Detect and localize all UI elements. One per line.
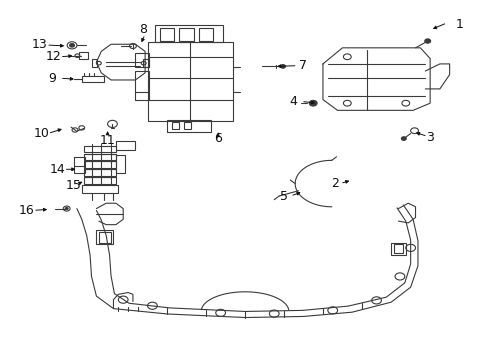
Bar — [92, 59, 98, 67]
Text: 7: 7 — [299, 59, 307, 72]
Text: 10: 10 — [33, 127, 49, 140]
Bar — [74, 157, 85, 173]
Bar — [97, 230, 114, 244]
Bar — [84, 169, 116, 176]
Text: 12: 12 — [46, 50, 62, 63]
Circle shape — [401, 137, 406, 140]
Bar — [199, 28, 213, 41]
Text: 4: 4 — [290, 95, 297, 108]
Text: 6: 6 — [214, 132, 222, 145]
Text: 16: 16 — [19, 204, 35, 217]
Circle shape — [70, 44, 74, 47]
Bar — [179, 28, 194, 41]
Text: 11: 11 — [100, 134, 116, 147]
Bar — [84, 161, 116, 168]
Circle shape — [425, 39, 431, 43]
Bar — [184, 122, 192, 129]
Text: 2: 2 — [331, 177, 339, 190]
Circle shape — [281, 64, 286, 68]
Bar — [391, 243, 406, 255]
Bar — [82, 185, 118, 193]
Bar — [167, 120, 211, 132]
Bar — [147, 42, 233, 121]
Text: 1: 1 — [455, 18, 464, 31]
Text: 5: 5 — [280, 190, 288, 203]
Bar — [135, 71, 149, 100]
Bar — [84, 146, 116, 152]
Bar — [84, 154, 116, 160]
Bar — [155, 25, 223, 42]
Bar — [99, 232, 111, 243]
Text: 8: 8 — [139, 23, 147, 36]
Bar — [79, 52, 88, 59]
Text: 13: 13 — [31, 38, 47, 51]
Bar — [82, 76, 104, 82]
Circle shape — [65, 207, 68, 210]
Text: 15: 15 — [66, 179, 81, 192]
Bar — [143, 59, 148, 67]
Bar — [84, 177, 116, 184]
Bar — [116, 155, 124, 173]
Bar — [135, 53, 149, 67]
Bar — [393, 244, 403, 253]
Text: 9: 9 — [49, 72, 56, 85]
Circle shape — [309, 100, 317, 106]
Text: 3: 3 — [426, 131, 434, 144]
Bar — [116, 141, 135, 150]
Bar — [160, 28, 174, 41]
Bar — [172, 122, 179, 129]
Text: 14: 14 — [49, 163, 65, 176]
